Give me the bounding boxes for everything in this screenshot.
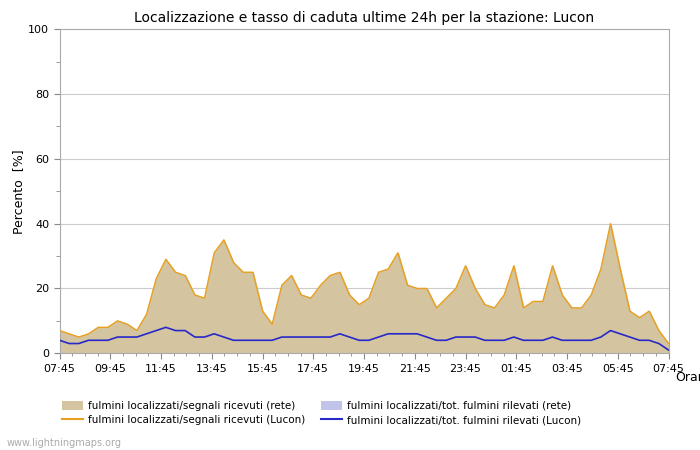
Legend: fulmini localizzati/segnali ricevuti (rete), fulmini localizzati/segnali ricevut: fulmini localizzati/segnali ricevuti (re… xyxy=(62,400,581,425)
Title: Localizzazione e tasso di caduta ultime 24h per la stazione: Lucon: Localizzazione e tasso di caduta ultime … xyxy=(134,11,594,25)
Text: www.lightningmaps.org: www.lightningmaps.org xyxy=(7,438,122,448)
Text: Orario: Orario xyxy=(676,371,700,384)
Y-axis label: Percento  [%]: Percento [%] xyxy=(13,149,25,234)
